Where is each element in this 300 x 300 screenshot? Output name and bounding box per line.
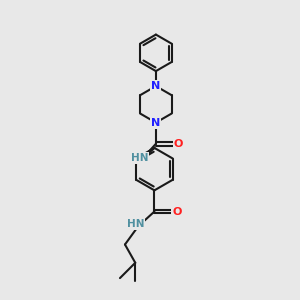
Text: O: O — [174, 139, 183, 149]
Text: N: N — [151, 81, 160, 91]
Text: HN: HN — [131, 153, 148, 163]
Text: HN: HN — [127, 219, 145, 229]
Text: O: O — [172, 206, 182, 217]
Text: N: N — [151, 118, 160, 128]
